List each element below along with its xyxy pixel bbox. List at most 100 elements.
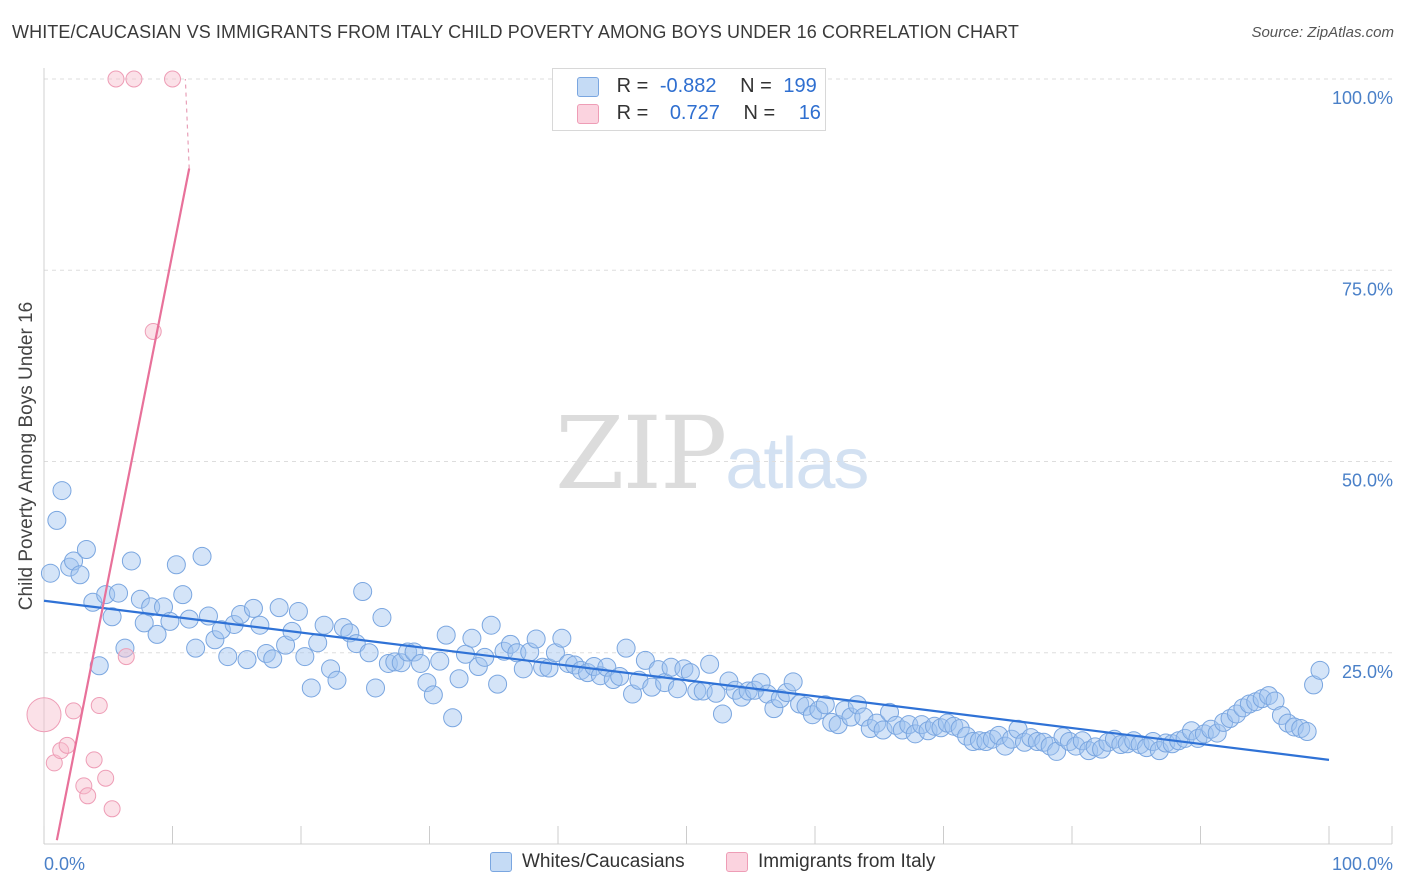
data-point-italy [103,800,121,818]
data-point-whites [1047,741,1067,761]
legend-r-value: 0.727 [669,102,720,124]
legend-n-label: N = [743,102,776,124]
data-point-whites [147,624,167,644]
data-point-whites [668,679,688,699]
data-point-whites [115,638,135,658]
data-point-whites [301,678,321,698]
data-point-whites [60,557,80,577]
series-italy-points [26,70,181,818]
data-point-whites [205,630,225,650]
data-point-italy [26,697,62,733]
data-point-whites [52,481,72,501]
data-point-whites [243,598,263,618]
x-tick-label: 100.0% [1332,854,1393,874]
data-point-whites [809,700,829,720]
data-point-whites [231,605,251,624]
data-point-whites [1072,731,1092,751]
data-point-whites [712,704,732,724]
data-point-whites [256,644,276,664]
data-point-italy [90,697,108,715]
y-tick-label: 75.0% [1342,279,1393,299]
axis-labels: 25.0% 50.0% 75.0% 100.0% 0.0% 100.0% Child Pov… [16,88,1393,874]
data-point-whites [327,670,347,690]
y-tick-label: 50.0% [1342,471,1393,491]
data-point-whites [1040,736,1060,756]
data-point-whites [545,643,565,663]
watermark-atlas: atlas [725,424,869,504]
data-point-italy [97,769,115,787]
data-point-italy [65,702,83,720]
axes [43,68,1393,845]
data-point-whites [989,725,1009,745]
data-point-whites [892,720,912,740]
data-point-whites [1207,723,1227,743]
data-point-whites [488,674,508,694]
bottom-legend-italy: Immigrants from Italy [726,851,935,873]
correlation-legend: R = -0.882 N = 199 R = 0.727 N = 16 [552,68,826,131]
data-point-whites [1259,686,1279,706]
data-point-whites [288,601,308,621]
bottom-legend-whites: Whites/Caucasians [490,851,685,873]
data-point-whites [1027,731,1047,751]
legend-n-label: N = [740,75,772,97]
data-point-whites [166,555,186,575]
data-point-whites [552,628,572,648]
trend-line-whites [43,599,1330,761]
data-point-whites [436,625,456,645]
y-axis-label: Child Poverty Among Boys Under 16 [16,302,37,610]
legend-swatch-pink [577,103,599,124]
trend-line-italy-extension [184,78,190,169]
data-point-whites [462,628,482,648]
data-point-whites [642,677,662,697]
data-point-whites [635,650,655,670]
data-point-whites [957,726,977,746]
data-point-italy [125,70,143,88]
data-point-whites [47,510,67,530]
data-point-whites [443,708,463,728]
data-point-whites [121,551,141,571]
data-point-whites [751,673,771,693]
data-point-whites [873,720,893,740]
y-tick-label: 100.0% [1332,88,1393,108]
data-point-whites [263,649,283,669]
legend-row-whites: R = -0.882 N = 199 [577,75,817,101]
bottom-legend-swatch-pink [726,851,748,872]
data-point-whites [417,673,437,693]
data-point-whites [102,607,122,627]
data-point-whites [40,563,60,583]
data-point-whites [925,716,945,736]
legend-swatch-blue [577,76,599,97]
bottom-legend-swatch-blue [490,851,512,872]
legend-row-italy: R = 0.727 N = 16 [577,102,821,128]
data-point-whites [366,678,386,698]
series-whites-points [40,481,1330,761]
data-point-whites [1066,736,1086,756]
x-tick-label: 0.0% [44,854,85,874]
data-point-whites [616,638,636,658]
data-point-whites [398,642,418,662]
data-point-italy [107,70,125,88]
legend-r-label: R = [616,75,649,97]
grid-lines [44,78,1392,654]
data-point-whites [372,608,392,628]
data-point-whites [295,647,315,667]
data-point-whites [526,629,546,649]
data-point-italy [58,736,76,754]
data-point-whites [430,651,450,671]
data-point-whites [1265,691,1285,711]
data-point-whites [481,615,501,635]
source-label: Source: ZipAtlas.com [1251,24,1394,41]
data-point-whites [314,615,334,635]
y-tick-label: 25.0% [1342,662,1393,682]
chart-title: WHITE/CAUCASIAN VS IMMIGRANTS FROM ITALY… [12,22,1020,42]
data-point-whites [130,589,150,609]
data-point-whites [1111,735,1131,755]
data-point-whites [950,718,970,738]
data-point-italy [75,777,93,795]
data-point-whites [173,585,193,605]
data-point-whites [109,583,129,603]
data-point-whites [783,672,803,692]
data-point-whites [1297,722,1317,742]
data-point-whites [513,659,533,679]
